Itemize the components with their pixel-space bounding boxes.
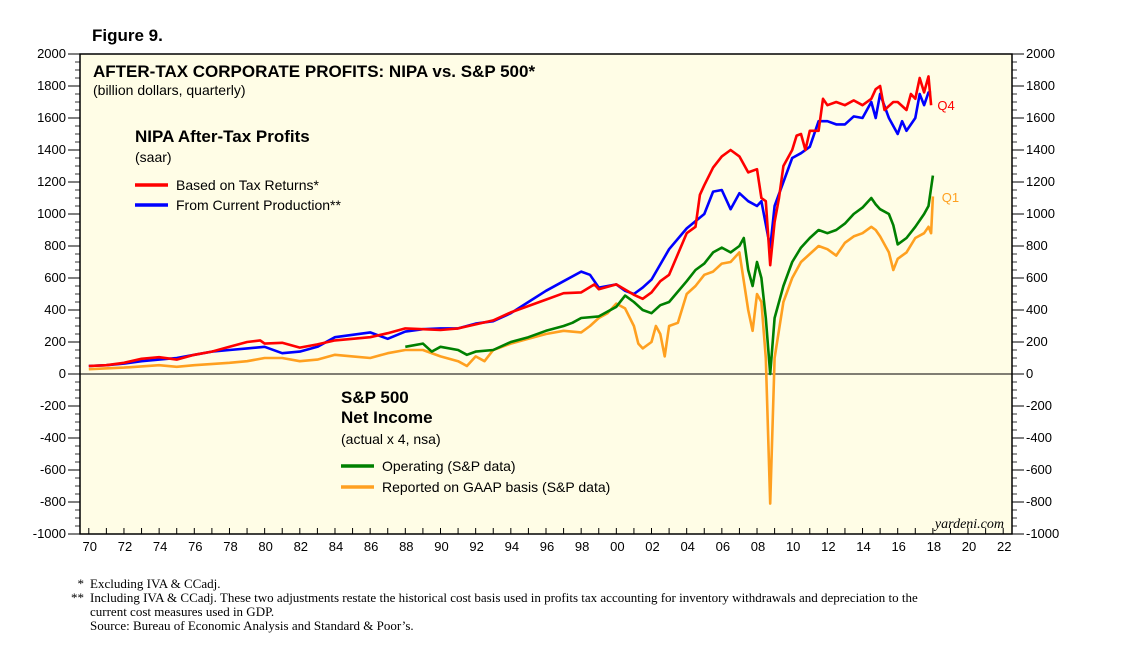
x-tick-label: 12	[821, 539, 835, 554]
y-tick-label-right: 1200	[1026, 174, 1055, 189]
legend-subtitle-sp500: (actual x 4, nsa)	[341, 431, 441, 447]
legend-label: Reported on GAAP basis (S&P data)	[382, 479, 610, 495]
legend-subtitle-nipa: (saar)	[135, 149, 172, 165]
x-tick-label: 70	[83, 539, 97, 554]
chart-title: AFTER-TAX CORPORATE PROFITS: NIPA vs. S&…	[93, 62, 535, 81]
plot-area	[80, 54, 1012, 534]
x-tick-label: 00	[610, 539, 624, 554]
chart-text: AFTER-TAX CORPORATE PROFITS: NIPA vs. S&…	[93, 62, 1004, 532]
x-tick-label: 78	[223, 539, 237, 554]
x-tick-label: 18	[927, 539, 941, 554]
y-tick-label-left: 1400	[37, 142, 66, 157]
x-tick-label: 90	[434, 539, 448, 554]
legend-title-nipa: NIPA After-Tax Profits	[135, 127, 310, 146]
y-tick-label-left: -400	[40, 430, 66, 445]
figure-label: Figure 9.	[92, 26, 163, 45]
y-tick-label-left: -1000	[33, 526, 66, 541]
y-tick-label-right: 400	[1026, 302, 1048, 317]
y-tick-label-right: 1800	[1026, 78, 1055, 93]
x-tick-label: 22	[997, 539, 1011, 554]
x-tick-label: 20	[962, 539, 976, 554]
x-tick-label: 96	[540, 539, 554, 554]
series-lines	[88, 75, 935, 505]
y-tick-label-right: 1400	[1026, 142, 1055, 157]
y-tick-label-left: 400	[44, 302, 66, 317]
y-tick-label-left: 0	[59, 366, 66, 381]
x-tick-label: 74	[153, 539, 167, 554]
y-tick-label-left: -600	[40, 462, 66, 477]
y-tick-label-right: -200	[1026, 398, 1052, 413]
plot-frame	[79, 53, 1013, 535]
x-tick-label: 76	[188, 539, 202, 554]
legend-label: From Current Production**	[176, 197, 342, 213]
x-tick-label: 06	[716, 539, 730, 554]
y-tick-label-right: 0	[1026, 366, 1033, 381]
axis-ticks: -1000 -1000 -800 -800 -600 -600 -400 -400 -200 -2…	[33, 46, 1060, 554]
series-end-annotation: Q1	[942, 190, 959, 205]
x-tick-label: 16	[891, 539, 905, 554]
y-tick-label-right: 800	[1026, 238, 1048, 253]
x-tick-label: 02	[645, 539, 659, 554]
legend-title-sp500-line1: S&P 500	[341, 388, 409, 407]
x-tick-label: 84	[329, 539, 343, 554]
x-tick-label: 80	[258, 539, 272, 554]
y-tick-label-left: 1000	[37, 206, 66, 221]
x-tick-label: 08	[751, 539, 765, 554]
y-tick-label-right: 2000	[1026, 46, 1055, 61]
x-tick-label: 14	[856, 539, 870, 554]
x-tick-label: 94	[505, 539, 519, 554]
y-tick-label-left: 2000	[37, 46, 66, 61]
y-tick-label-right: 1600	[1026, 110, 1055, 125]
y-tick-label-left: -200	[40, 398, 66, 413]
legend-label: Based on Tax Returns*	[176, 177, 319, 193]
footnote-2: ** Including IVA & CCadj. These two adju…	[71, 590, 918, 619]
source-note: Source: Bureau of Economic Analysis and …	[90, 618, 414, 633]
legend-label: Operating (S&P data)	[382, 458, 516, 474]
y-tick-label-left: -800	[40, 494, 66, 509]
y-tick-label-left: 1800	[37, 78, 66, 93]
y-tick-label-left: 200	[44, 334, 66, 349]
x-tick-label: 88	[399, 539, 413, 554]
footnotes: * Excluding IVA & CCadj. ** Including IV…	[62, 577, 950, 633]
series-line	[88, 196, 935, 505]
series-line	[405, 175, 935, 376]
series-line	[88, 91, 932, 368]
y-tick-label-right: -400	[1026, 430, 1052, 445]
chart-subtitle: (billion dollars, quarterly)	[93, 82, 246, 98]
y-tick-label-right: 600	[1026, 270, 1048, 285]
x-tick-label: 86	[364, 539, 378, 554]
y-tick-label-right: -600	[1026, 462, 1052, 477]
y-tick-label-left: 800	[44, 238, 66, 253]
series-line	[88, 75, 933, 368]
x-tick-label: 10	[786, 539, 800, 554]
y-tick-label-left: 1600	[37, 110, 66, 125]
x-tick-label: 04	[680, 539, 694, 554]
x-tick-label: 92	[469, 539, 483, 554]
legend-title-sp500-line2: Net Income	[341, 408, 433, 427]
y-tick-label-right: -800	[1026, 494, 1052, 509]
x-tick-label: 72	[118, 539, 132, 554]
y-tick-label-right: -1000	[1026, 526, 1059, 541]
x-tick-label: 98	[575, 539, 589, 554]
y-tick-label-right: 200	[1026, 334, 1048, 349]
x-tick-label: 82	[294, 539, 308, 554]
series-end-annotation: Q4	[937, 98, 954, 113]
y-tick-label-left: 600	[44, 270, 66, 285]
watermark: yardeni.com	[933, 517, 1004, 532]
footnote-1: * Excluding IVA & CCadj.	[77, 576, 221, 591]
y-tick-label-left: 1200	[37, 174, 66, 189]
y-tick-label-right: 1000	[1026, 206, 1055, 221]
